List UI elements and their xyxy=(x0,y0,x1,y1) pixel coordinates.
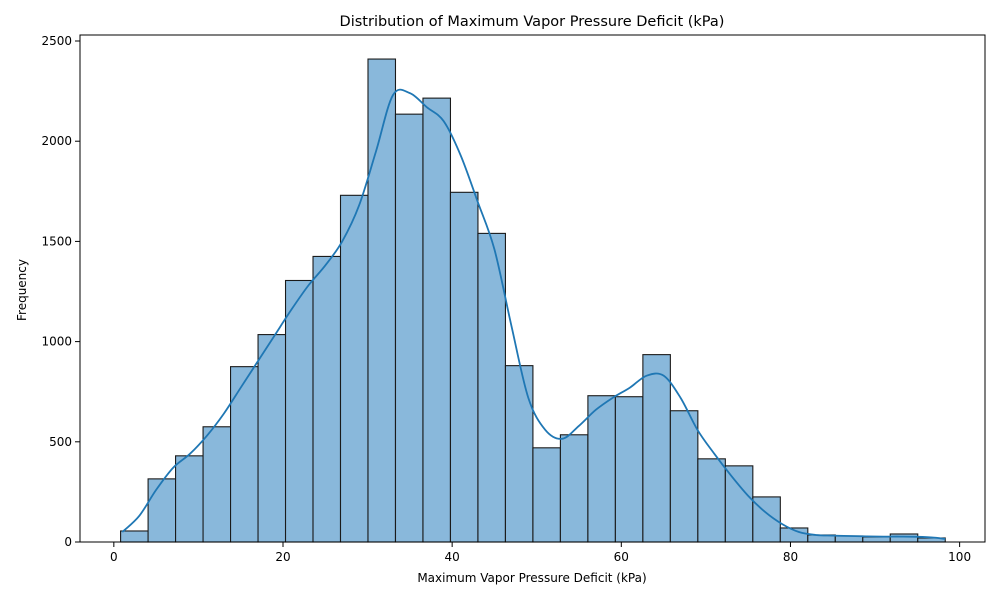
histogram-bar xyxy=(230,366,259,543)
histogram-bar xyxy=(724,465,754,543)
histogram-bar xyxy=(147,478,177,543)
histogram-bar xyxy=(120,530,149,543)
histogram-bar xyxy=(394,113,424,543)
histogram-bar xyxy=(449,191,479,543)
y-tick-label: 500 xyxy=(49,435,72,449)
histogram-bar xyxy=(477,232,506,543)
histogram-bar xyxy=(367,58,397,543)
y-tick-label: 1000 xyxy=(41,335,72,349)
histogram-bar xyxy=(284,279,314,543)
histogram-bar xyxy=(257,334,287,543)
y-tick-label: 1500 xyxy=(41,234,72,248)
histogram-bar xyxy=(642,354,671,543)
x-axis-label: Maximum Vapor Pressure Deficit (kPa) xyxy=(417,571,646,585)
histogram-bar xyxy=(889,533,919,543)
histogram-bar xyxy=(202,426,232,543)
y-tick-label: 0 xyxy=(64,535,72,549)
x-tick-label: 60 xyxy=(614,550,629,564)
kde-curve xyxy=(121,88,946,540)
histogram-bar xyxy=(559,434,589,543)
histogram-bar xyxy=(504,365,534,543)
x-tick-label: 0 xyxy=(110,550,118,564)
chart-title: Distribution of Maximum Vapor Pressure D… xyxy=(340,14,725,30)
x-tick-label: 40 xyxy=(445,550,460,564)
y-tick-label: 2500 xyxy=(41,34,72,48)
histogram-bar xyxy=(312,255,342,543)
histogram-bar xyxy=(339,194,369,543)
y-axis-label: Frequency xyxy=(15,259,29,321)
x-tick-label: 80 xyxy=(783,550,798,564)
histogram-bar xyxy=(175,455,204,543)
x-tick-label: 20 xyxy=(275,550,290,564)
bars-group xyxy=(120,58,946,543)
plot-frame xyxy=(79,34,986,543)
histogram-bar xyxy=(587,395,616,543)
histogram-bar xyxy=(422,97,452,543)
histogram-bar xyxy=(614,396,644,543)
x-tick-label: 100 xyxy=(948,550,971,564)
histogram-bar xyxy=(862,536,891,543)
histogram-bar xyxy=(697,458,726,543)
histogram-bar xyxy=(669,410,699,543)
histogram-bar xyxy=(532,447,561,543)
y-tick-label: 2000 xyxy=(41,134,72,148)
